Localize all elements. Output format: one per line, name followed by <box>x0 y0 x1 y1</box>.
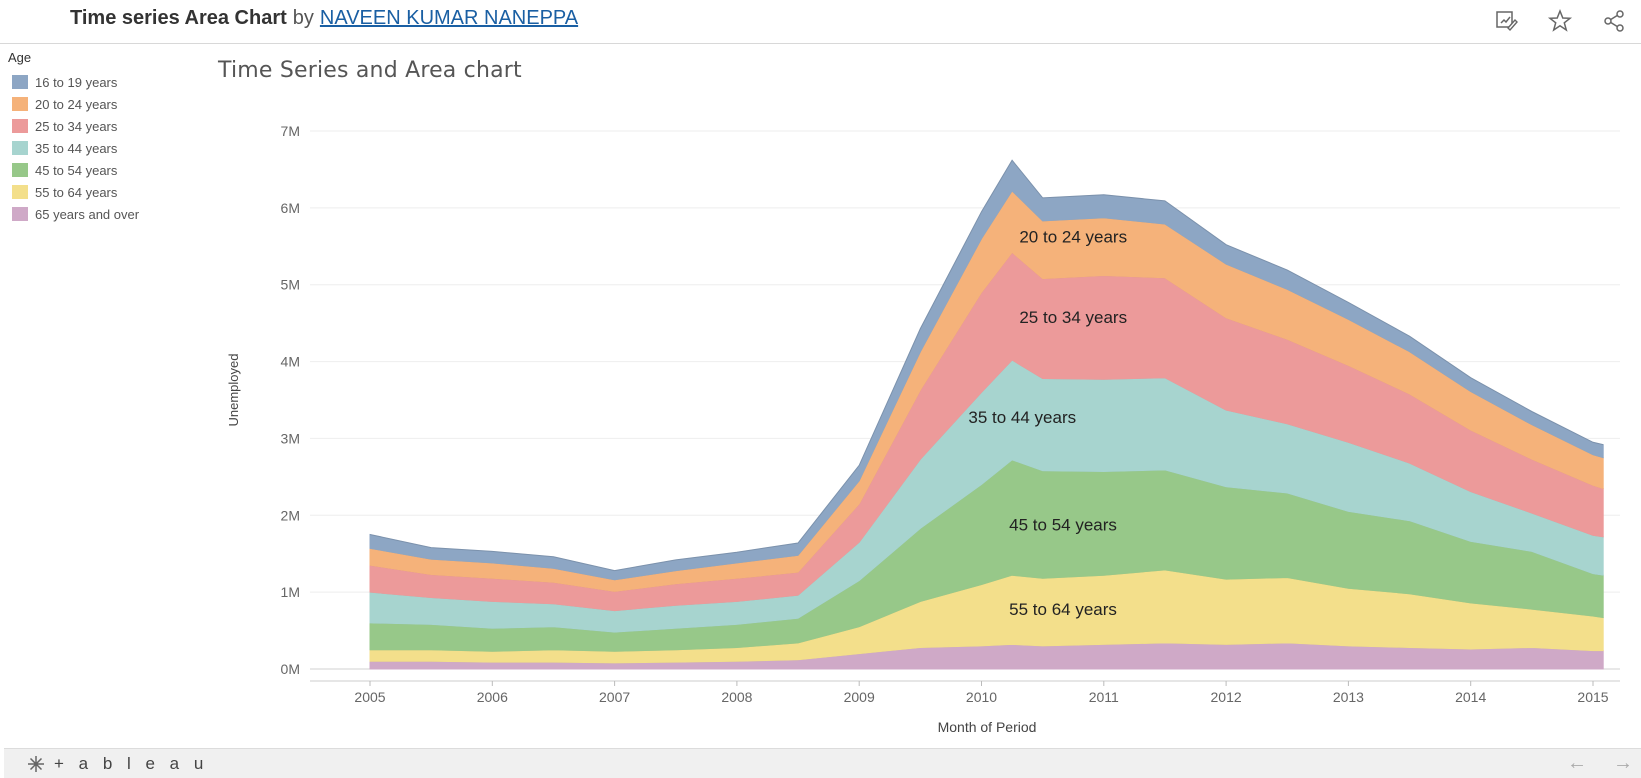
header-toolbar <box>1493 8 1627 34</box>
axes: 0M 1M 2M 3M 4M 5M 6M 7M 2005 2006 2007 2008 2009 2010… <box>281 123 1620 705</box>
legend-label: 55 to 64 years <box>35 184 118 200</box>
tableau-logo[interactable]: + a b l e a u <box>26 754 208 774</box>
x-tick-label: 2012 <box>1211 689 1242 705</box>
legend-swatch <box>12 97 28 111</box>
series-annotation-label: 20 to 24 years <box>1019 227 1127 246</box>
y-tick-label: 6M <box>281 200 300 216</box>
y-axis-label: Unemployed <box>226 354 241 427</box>
series-annotation-label: 55 to 64 years <box>1009 600 1117 619</box>
area-series <box>369 159 1604 670</box>
author-by-label: by <box>292 7 314 29</box>
x-axis-label: Month of Period <box>938 719 1037 735</box>
legend-item[interactable]: 25 to 34 years <box>8 115 183 137</box>
series-annotation-label: 45 to 54 years <box>1009 516 1117 535</box>
x-tick-label: 2011 <box>1089 689 1119 705</box>
legend-item[interactable]: 45 to 54 years <box>8 159 183 181</box>
legend-item[interactable]: 55 to 64 years <box>8 181 183 203</box>
x-tick-label: 2007 <box>599 689 630 705</box>
dashboard-header: Time series Area Chart by NAVEEN KUMAR NAN… <box>0 0 1641 44</box>
x-tick-label: 2015 <box>1577 689 1608 705</box>
legend-item[interactable]: 16 to 19 years <box>8 71 183 93</box>
x-tick-label: 2008 <box>721 689 752 705</box>
legend-item[interactable]: 35 to 44 years <box>8 137 183 159</box>
footer-nav: ← → <box>1567 752 1633 775</box>
legend-item[interactable]: 20 to 24 years <box>8 93 183 115</box>
legend-label: 16 to 19 years <box>35 74 118 90</box>
y-tick-label: 7M <box>281 123 300 139</box>
tableau-footer: + a b l e a u ← → <box>4 748 1641 778</box>
y-tick-label: 2M <box>281 507 300 523</box>
x-tick-label: 2013 <box>1333 689 1364 705</box>
legend-swatch <box>12 163 28 177</box>
tableau-logo-text: + a b l e a u <box>54 754 209 773</box>
favorite-star-icon[interactable] <box>1547 8 1573 34</box>
legend-label: 65 years and over <box>35 206 140 222</box>
back-arrow-icon[interactable]: ← <box>1567 752 1587 774</box>
author-link[interactable]: NAVEEN KUMAR NANEPPA <box>319 7 579 29</box>
legend-swatch <box>12 185 28 199</box>
share-icon[interactable] <box>1601 8 1627 34</box>
area-chart: 0M 1M 2M 3M 4M 5M 6M 7M 2005 2006 2007 2008 2009 2010… <box>226 123 1620 735</box>
legend-label: 45 to 54 years <box>35 162 118 178</box>
series-annotations: 20 to 24 years 25 to 34 years 35 to 44 yea… <box>968 227 1127 619</box>
edit-icon[interactable] <box>1493 8 1519 34</box>
legend-title: Age <box>8 50 32 65</box>
x-tick-label: 2005 <box>354 689 385 705</box>
legend-label: 20 to 24 years <box>35 96 118 112</box>
area-series-edge <box>369 159 1604 572</box>
tableau-logo-icon <box>28 756 44 772</box>
legend-label: 35 to 44 years <box>35 140 118 156</box>
page-title-text: Time series Area Chart <box>70 7 287 29</box>
page-title: Time series Area Chart by NAVEEN KUMAR NAN… <box>70 7 578 30</box>
legend-swatch <box>12 207 28 221</box>
y-tick-label: 4M <box>281 354 300 370</box>
x-tick-label: 2009 <box>844 689 875 705</box>
age-legend: Age 16 to 19 years 20 to 24 years 25 to 34… <box>8 50 183 225</box>
chart-title: Time Series and Area chart <box>218 58 522 83</box>
legend-item[interactable]: 65 years and over <box>8 203 183 225</box>
legend-label: 25 to 34 years <box>35 118 118 134</box>
area-series-16-to-19-years[interactable] <box>369 159 1604 581</box>
forward-arrow-icon[interactable]: → <box>1613 752 1633 774</box>
y-tick-label: 0M <box>281 661 300 677</box>
series-annotation-label: 35 to 44 years <box>968 408 1076 427</box>
legend-swatch <box>12 141 28 155</box>
y-tick-label: 5M <box>281 277 300 293</box>
legend-swatch <box>12 75 28 89</box>
x-tick-label: 2006 <box>477 689 508 705</box>
x-tick-label: 2010 <box>966 689 997 705</box>
series-annotation-label: 25 to 34 years <box>1019 308 1127 327</box>
x-tick-label: 2014 <box>1455 689 1486 705</box>
legend-swatch <box>12 119 28 133</box>
y-tick-label: 1M <box>281 584 300 600</box>
y-tick-label: 3M <box>281 430 300 446</box>
